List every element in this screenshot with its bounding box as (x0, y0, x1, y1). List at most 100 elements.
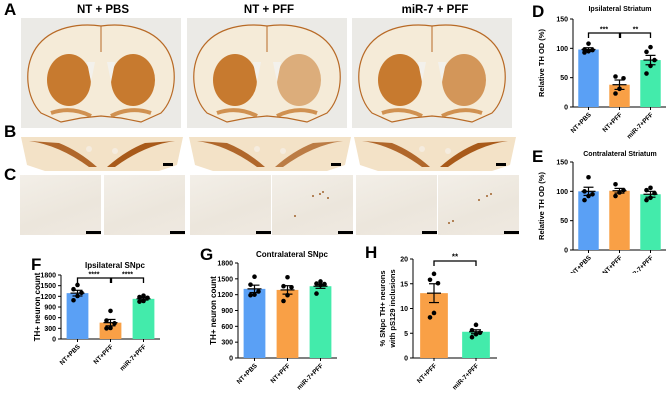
scale-bar (170, 231, 185, 234)
data-point (431, 271, 437, 277)
column-title-nt-pff: NT + PFF (243, 4, 295, 16)
significance-label: **** (122, 272, 133, 279)
y-tick-label: 1800 (40, 273, 56, 280)
y-tick-label: 150 (556, 17, 568, 24)
data-point (652, 57, 657, 63)
snpc-section-image (21, 137, 183, 171)
x-tick-label: NT+PBS (570, 111, 594, 135)
bar (609, 190, 630, 250)
chart-h-ps129-inclusions: H 0 5 10 15 20 % SNpc TH+ neurons with pS129 in… (365, 243, 497, 392)
snpc-section-image (189, 137, 351, 171)
magnified-tissue-image (438, 175, 519, 235)
bar (578, 49, 599, 107)
data-point (613, 181, 618, 187)
x-tick-label: NT+PFF (601, 254, 623, 273)
y-tick-label: 50 (560, 75, 568, 82)
magnified-tissue-image (356, 175, 437, 235)
bar (578, 191, 599, 250)
snpc-section-image (354, 137, 516, 171)
data-point (281, 298, 286, 304)
data-point (582, 47, 587, 52)
magnified-tissue-image (20, 175, 101, 235)
data-point (644, 49, 649, 55)
y-tick-label: 300 (44, 326, 56, 333)
magnified-tissue-image (272, 175, 353, 235)
bar (66, 293, 89, 339)
chart-title: Ipsilateral SNpc (85, 261, 146, 270)
scale-bar (86, 231, 101, 234)
bar (243, 288, 266, 358)
data-point (590, 191, 595, 197)
data-point (648, 44, 653, 50)
chart-title: Contralateral SNpc (256, 250, 329, 259)
data-point (621, 187, 626, 193)
data-point (256, 289, 261, 294)
bar (309, 286, 332, 358)
y-tick-label: 1200 (217, 292, 233, 299)
panel-letter-b: B (4, 122, 17, 141)
data-point (613, 91, 618, 96)
data-point (285, 292, 290, 298)
bar (276, 289, 299, 358)
scale-bar (422, 231, 437, 234)
y-axis-label: Relative TH OD (%) (537, 29, 546, 97)
chart-title: Ipsilateral Striatum (588, 6, 651, 13)
scale-bar (331, 163, 341, 166)
column-title-mir7-pff: miR-7 + PFF (401, 4, 469, 16)
data-point (252, 274, 257, 280)
data-point (582, 197, 587, 203)
bar (609, 84, 630, 107)
significance-bracket (587, 32, 621, 38)
significance-bracket (110, 277, 145, 283)
y-tick-label: 0 (564, 105, 568, 112)
data-point (285, 274, 290, 280)
data-point (613, 74, 618, 79)
scale-bar (338, 231, 353, 234)
data-point (314, 291, 319, 296)
y-tick-label: 50 (560, 218, 568, 225)
panel-letter: H (365, 243, 377, 262)
significance-label: ** (633, 27, 639, 34)
y-axis-label: Relative TH OD (%) (537, 172, 546, 240)
data-point (586, 48, 591, 54)
brain-section-image (21, 18, 181, 128)
magnified-tissue-image (104, 175, 185, 235)
scale-bar (163, 163, 173, 166)
y-tick-label: 900 (221, 308, 233, 315)
y-tick-label: 1200 (40, 294, 56, 301)
data-point (613, 193, 618, 199)
data-point (617, 190, 622, 195)
panel-letter: E (532, 148, 543, 166)
y-axis-label: TH+ neuron count (209, 276, 218, 345)
brain-section-image (352, 18, 512, 128)
y-tick-label: 15 (400, 281, 408, 288)
y-tick-label: 100 (556, 189, 568, 196)
panel-letter: D (532, 2, 544, 21)
data-point (281, 283, 286, 289)
data-point (145, 295, 150, 301)
significance-bracket (433, 260, 477, 266)
data-point (586, 193, 591, 199)
data-point (318, 282, 323, 288)
data-point (137, 299, 142, 304)
x-tick-label: NT+PBS (570, 254, 594, 273)
data-point (427, 315, 433, 320)
data-point (621, 75, 626, 81)
data-point (648, 63, 653, 69)
data-point (104, 318, 109, 323)
data-point (137, 294, 142, 300)
data-point (289, 284, 294, 290)
data-point (586, 174, 591, 180)
x-tick-label: miR-7+PFF (451, 362, 480, 391)
y-axis-label: with pS129 inclusions (388, 269, 397, 348)
data-point (104, 326, 109, 331)
data-point (644, 187, 649, 193)
data-point (322, 281, 327, 287)
y-axis-label: % SNpc TH+ neurons (378, 270, 387, 346)
x-tick-label: miR-7+PFF (119, 343, 148, 372)
data-point (590, 47, 595, 53)
data-point (648, 185, 653, 191)
scale-bar (256, 231, 271, 234)
y-tick-label: 150 (556, 160, 568, 167)
data-point (469, 327, 475, 333)
